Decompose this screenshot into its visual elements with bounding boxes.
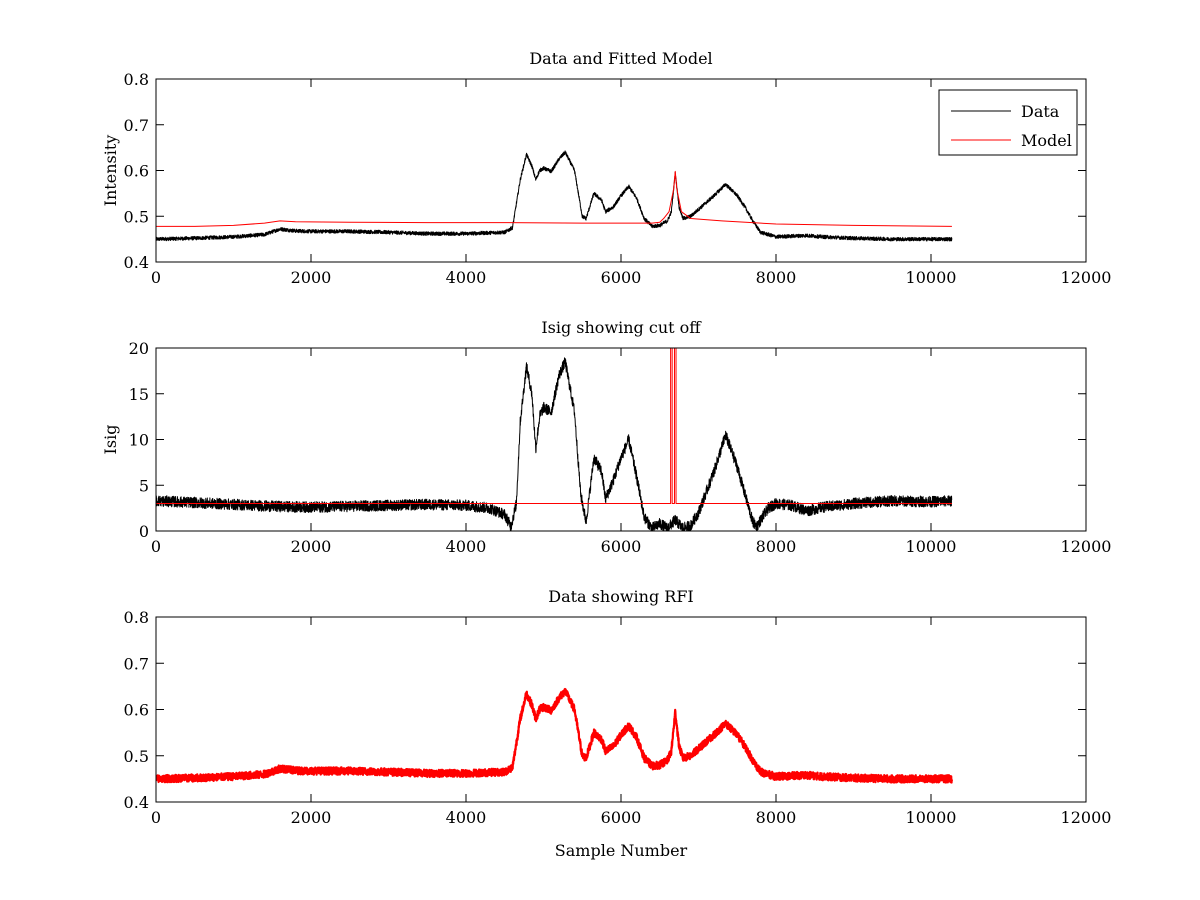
subplot-1: 0 2000 4000 6000 8000 10000 12000 0.4 0.5 0.6 0.7 0… [101, 49, 1111, 287]
subplot-3-x-tick-label: 0 [151, 808, 161, 827]
legend-label-data: Data [1021, 102, 1060, 121]
subplot-3-x-tick-label: 4000 [446, 808, 487, 827]
subplot-1-x-tick-label: 10000 [906, 268, 957, 287]
subplot-1-y-tick-label: 0.4 [124, 253, 149, 272]
subplot-3-x-tick-label: 10000 [906, 808, 957, 827]
subplot-1-y-tick-label: 0.5 [124, 207, 149, 226]
subplot-2-series-1-line [156, 357, 953, 531]
subplot-1-legend: Data Model [938, 89, 1078, 156]
subplot-1-title: Data and Fitted Model [529, 49, 712, 68]
subplot-1-series-model-line [156, 170, 952, 227]
subplot-3-x-tick-label: 2000 [291, 808, 332, 827]
subplot-3-x-tick-label: 6000 [601, 808, 642, 827]
subplot-1-y-tick-label: 0.8 [124, 70, 149, 89]
subplot-3-x-tick-label: 8000 [756, 808, 797, 827]
subplot-3-series-1-line [156, 687, 953, 784]
subplot-3-title: Data showing RFI [548, 587, 693, 606]
subplot-2-x-tick-label: 12000 [1061, 537, 1112, 556]
subplot-1-x-tick-label: 2000 [291, 268, 332, 287]
subplot-1-x-tick-label: 8000 [756, 268, 797, 287]
subplot-3-y-tick-label: 0.8 [124, 608, 149, 627]
subplot-3-y-tick-label: 0.7 [124, 654, 149, 673]
subplot-2-series-2-line [156, 348, 952, 505]
subplot-3-axes-box [155, 616, 1087, 803]
subplot-2-x-tick-label: 2000 [291, 537, 332, 556]
subplot-1-y-tick-label: 0.6 [124, 162, 149, 181]
subplot-2-x-tick-label: 8000 [756, 537, 797, 556]
subplot-2-x-tick-label: 10000 [906, 537, 957, 556]
subplot-1-y-axis-label: Intensity [101, 135, 120, 207]
subplot-1-x-tick-label: 0 [151, 268, 161, 287]
subplot-2-y-tick-label: 10 [129, 431, 149, 450]
legend-label-model: Model [1021, 131, 1072, 150]
subplot-2: 0 2000 4000 6000 8000 10000 12000 0 5 10 15 20 Isig … [101, 318, 1111, 556]
subplot-2-y-tick-label: 15 [129, 385, 149, 404]
subplot-3-y-tick-label: 0.5 [124, 747, 149, 766]
subplot-1-x-tick-label: 12000 [1061, 268, 1112, 287]
subplot-1-x-tick-label: 4000 [446, 268, 487, 287]
subplot-3-x-axis-label: Sample Number [555, 841, 688, 860]
subplot-2-title: Isig showing cut off [541, 318, 702, 337]
subplot-2-y-tick-label: 20 [129, 339, 149, 358]
subplot-3: 0 2000 4000 6000 8000 10000 12000 0.4 0.5 0.6 0.7 0… [124, 587, 1112, 860]
subplot-3-x-tick-label: 12000 [1061, 808, 1112, 827]
subplot-2-x-tick-label: 4000 [446, 537, 487, 556]
subplot-2-y-tick-label: 0 [139, 522, 149, 541]
subplot-2-x-tick-label: 6000 [601, 537, 642, 556]
subplot-1-series-data-line [156, 150, 953, 242]
subplot-3-y-tick-label: 0.4 [124, 793, 149, 812]
subplot-2-x-tick-label: 0 [151, 537, 161, 556]
legend-box [938, 89, 1078, 156]
subplot-3-y-tick-label: 0.6 [124, 701, 149, 720]
subplot-1-x-tick-label: 6000 [601, 268, 642, 287]
subplot-2-y-tick-label: 5 [139, 476, 149, 495]
subplot-1-y-tick-label: 0.7 [124, 116, 149, 135]
subplot-2-y-axis-label: Isig [101, 425, 120, 455]
